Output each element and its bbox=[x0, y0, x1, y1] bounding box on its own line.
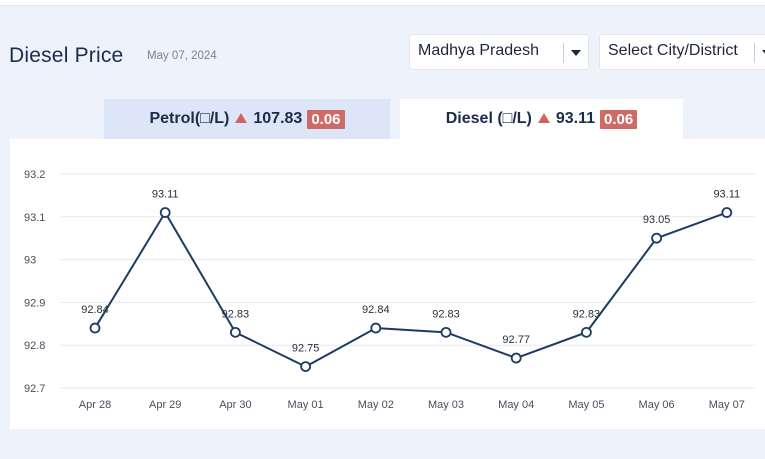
data-label: 93.11 bbox=[713, 189, 740, 201]
chevron-down-icon[interactable] bbox=[762, 50, 765, 56]
x-tick-label: May 07 bbox=[709, 399, 745, 411]
data-label: 92.84 bbox=[81, 304, 109, 316]
tab-petrol-price: 107.83 bbox=[253, 110, 303, 127]
page-date: May 07, 2024 bbox=[147, 50, 217, 62]
city-select[interactable]: Select City/District bbox=[599, 34, 765, 70]
series-line bbox=[94, 210, 728, 368]
tab-diesel-label: Diesel (□/L) bbox=[445, 110, 532, 127]
tab-diesel-change-badge: 0.06 bbox=[600, 109, 638, 129]
x-tick-label: May 04 bbox=[498, 399, 534, 411]
price-line-chart: 92.7 92.8 92.9 93 93.1 93.2 Apr 28 Apr 29 Apr 30… bbox=[24, 169, 755, 411]
y-tick-label: 92.7 bbox=[24, 383, 45, 395]
x-tick-label: Apr 29 bbox=[149, 399, 181, 411]
state-select-divider bbox=[563, 43, 564, 63]
chevron-down-icon[interactable] bbox=[571, 50, 581, 56]
data-label: 92.83 bbox=[573, 308, 601, 320]
data-label: 92.83 bbox=[222, 308, 250, 320]
data-label: 92.75 bbox=[292, 343, 320, 355]
up-arrow-icon bbox=[537, 113, 550, 123]
state-select[interactable]: Madhya Pradesh bbox=[409, 34, 589, 70]
data-point bbox=[300, 361, 312, 373]
data-point bbox=[721, 207, 733, 218]
data-point bbox=[229, 326, 241, 338]
tab-diesel[interactable]: Diesel (□/L) 93.11 0.06 bbox=[400, 99, 683, 139]
state-select-value: Madhya Pradesh bbox=[418, 42, 539, 59]
up-arrow-icon bbox=[235, 113, 248, 123]
data-point bbox=[89, 322, 101, 334]
x-tick-label: May 03 bbox=[428, 399, 464, 411]
data-label: 93.11 bbox=[152, 189, 179, 201]
data-point bbox=[510, 352, 522, 364]
x-tick-label: May 05 bbox=[568, 399, 604, 411]
data-point bbox=[651, 232, 662, 244]
x-tick-label: Apr 30 bbox=[219, 399, 251, 411]
city-select-divider bbox=[754, 43, 755, 63]
y-tick-label: 93.1 bbox=[24, 212, 45, 224]
data-point bbox=[581, 326, 592, 338]
y-tick-label: 92.8 bbox=[24, 340, 45, 352]
x-tick-label: May 06 bbox=[639, 399, 675, 411]
data-label: 92.83 bbox=[432, 308, 460, 320]
y-tick-label: 93 bbox=[24, 255, 36, 267]
data-point bbox=[370, 322, 382, 334]
x-tick-label: May 02 bbox=[358, 399, 394, 411]
y-tick-label: 93.2 bbox=[24, 169, 45, 181]
data-label: 93.05 bbox=[643, 214, 671, 226]
data-label: 92.84 bbox=[362, 304, 390, 316]
tab-petrol[interactable]: Petrol(□/L) 107.83 0.06 bbox=[104, 99, 390, 139]
tab-petrol-label: Petrol(□/L) bbox=[149, 110, 230, 127]
x-tick-label: Apr 28 bbox=[79, 399, 111, 411]
tab-diesel-price: 93.11 bbox=[555, 110, 596, 127]
data-point bbox=[159, 207, 171, 218]
top-strip bbox=[0, 0, 765, 6]
data-point bbox=[440, 326, 452, 338]
chart-card: 92.7 92.8 92.9 93 93.1 93.2 Apr 28 Apr 29 Apr 30… bbox=[10, 139, 765, 429]
page-title: Diesel Price bbox=[9, 44, 124, 67]
city-select-value: Select City/District bbox=[608, 42, 738, 59]
data-label: 92.77 bbox=[502, 334, 530, 346]
y-tick-label: 92.9 bbox=[24, 297, 45, 309]
x-tick-label: May 01 bbox=[288, 399, 324, 411]
tab-petrol-change-badge: 0.06 bbox=[307, 109, 345, 129]
